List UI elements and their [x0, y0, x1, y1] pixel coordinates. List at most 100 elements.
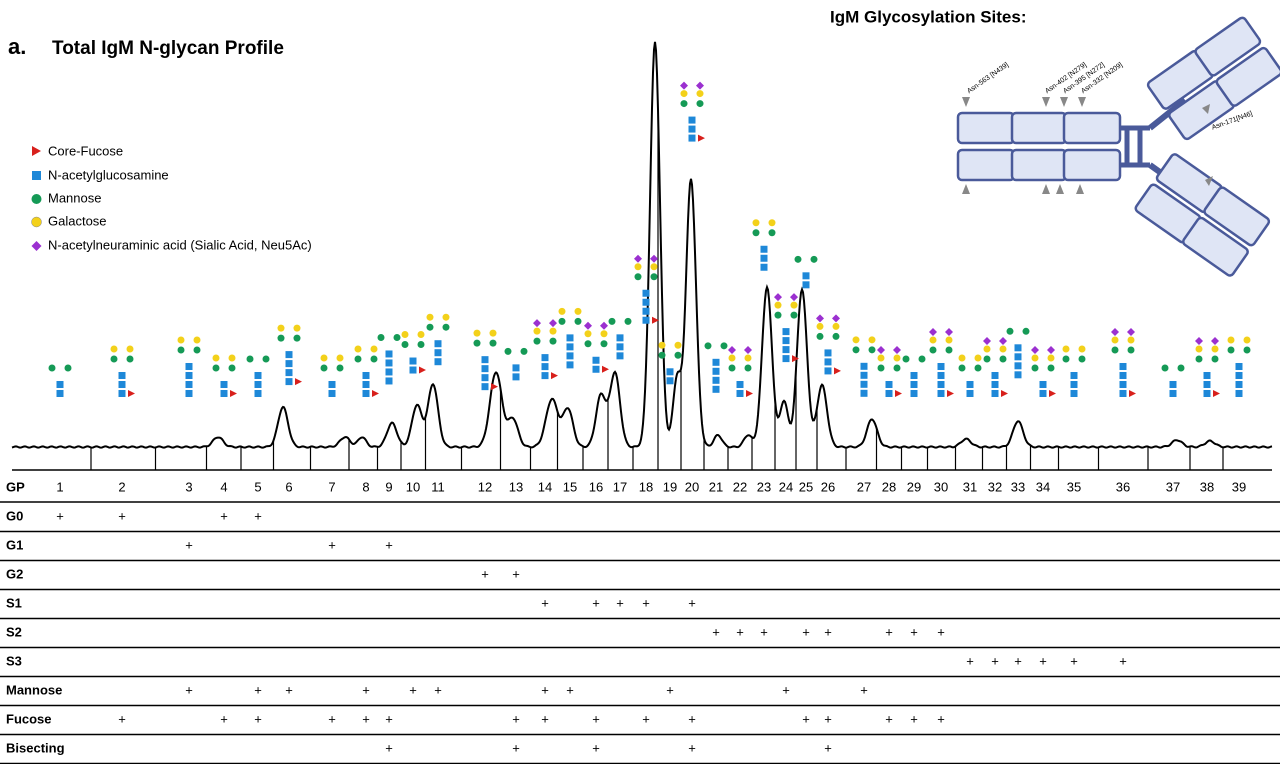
glycan-icon [401, 331, 426, 374]
glycan-glcnac [512, 364, 520, 372]
row-mark: + [541, 595, 549, 610]
glycan-sialic [1211, 337, 1219, 345]
glycan-mannose [370, 355, 378, 363]
glycan-galactose [336, 354, 344, 362]
glycan-mannose [768, 229, 776, 237]
glycan-fucose [551, 372, 558, 380]
glycan-mannose [1195, 355, 1203, 363]
glycan-glcnac [937, 390, 945, 397]
glycan-glcnac [1070, 390, 1078, 397]
glycan-mannose [277, 334, 285, 342]
glycan-glcnac [937, 372, 945, 379]
glycan-mannose [262, 355, 270, 363]
row-mark: + [118, 711, 126, 726]
glycan-mannose [1078, 355, 1086, 363]
glycan-glcnac [642, 298, 650, 306]
glycan-icon [658, 341, 682, 385]
legend-label: Galactose [48, 213, 107, 228]
glycan-fucose [1049, 390, 1056, 397]
gp-label: 16 [589, 479, 603, 494]
glycan-mannose [790, 311, 798, 319]
glycan-mannose [983, 355, 991, 363]
gp-label: 27 [857, 479, 871, 494]
row-mark: + [736, 624, 744, 639]
glycan-icon [902, 355, 926, 397]
glycan-icon [877, 346, 902, 397]
glycan-mannose [893, 364, 901, 372]
glycan-sialic [877, 346, 885, 354]
glycan-glcnac [328, 390, 336, 397]
glycan-glcnac [991, 372, 999, 379]
glycan-galactose [816, 322, 824, 330]
glycan-sialic [1047, 346, 1055, 354]
glycan-glcnac [1039, 390, 1047, 397]
glycan-glcnac [1203, 390, 1211, 397]
gp-label: 20 [685, 479, 699, 494]
glycan-glcnac [1014, 344, 1022, 352]
glycan-fucose [698, 134, 705, 142]
glycan-sialic [728, 346, 736, 354]
row-mark: + [185, 537, 193, 552]
glycan-fucose [372, 390, 379, 397]
glycan-sialic [774, 293, 782, 302]
glycan-glcnac [1119, 363, 1127, 370]
glycan-galactose [193, 336, 201, 344]
glycan-glcnac [434, 349, 442, 357]
glycan-sialic [600, 321, 608, 330]
glycan-icon [1161, 364, 1185, 397]
row-mark: + [328, 537, 336, 552]
glycan-glcnac [566, 352, 574, 360]
glycan-mannose [126, 355, 134, 363]
row-mark: + [1014, 653, 1022, 668]
glycan-mannose [674, 351, 682, 359]
glycan-icon [929, 328, 954, 397]
glycan-sialic [983, 337, 991, 345]
glycan-galactose [354, 345, 362, 353]
glycan-glcnac [1235, 363, 1243, 370]
glycan-galactose [658, 341, 666, 349]
glycan-glcnac [566, 361, 574, 369]
glycan-glcnac [824, 358, 832, 366]
glycan-galactose [1243, 336, 1251, 344]
glycan-galactose [680, 90, 688, 98]
glycan-icon [852, 336, 876, 397]
row-mark: + [118, 508, 126, 523]
glycan-glcnac [782, 355, 790, 363]
glycan-glcnac [736, 390, 744, 397]
glycan-galactose [558, 307, 566, 315]
row-mark: + [782, 682, 790, 697]
glycan-glcnac [991, 381, 999, 388]
glycan-icon [774, 293, 799, 363]
glycan-glcnac [712, 358, 720, 366]
glycan-icon [473, 329, 498, 391]
gp-label: 6 [285, 479, 292, 494]
glycan-mannose [246, 355, 254, 363]
glycan-glcnac [937, 381, 945, 388]
glycan-sialic [929, 328, 937, 336]
glycan-galactose [790, 301, 798, 309]
glycan-glcnac [185, 363, 193, 370]
glycan-glcnac [541, 372, 549, 380]
glycan-galactose [370, 345, 378, 353]
row-mark: + [385, 740, 393, 755]
glycan-glcnac [541, 363, 549, 371]
glycan-mannose [650, 273, 658, 281]
glycan-galactose [958, 354, 966, 362]
glycan-icon [1006, 327, 1030, 379]
glycan-glcnac [910, 372, 918, 379]
glycan-galactose [533, 327, 541, 335]
glycan-icon [110, 345, 135, 397]
glycan-glcnac [592, 356, 600, 364]
legend: Core-Fucose N-acetylglucosamine Mannose … [31, 143, 312, 252]
glycan-sialic [533, 319, 541, 328]
gp-label: 35 [1067, 479, 1081, 494]
row-mark: + [285, 682, 293, 697]
glycan-sialic [1031, 346, 1039, 354]
glycan-sialic [696, 81, 704, 90]
glycan-mannose [177, 346, 185, 354]
row-mark: + [254, 682, 262, 697]
gp-label: 12 [478, 479, 492, 494]
glycan-icon [504, 347, 528, 381]
glycan-mannose [1243, 346, 1251, 354]
gp-label: 3 [185, 479, 192, 494]
